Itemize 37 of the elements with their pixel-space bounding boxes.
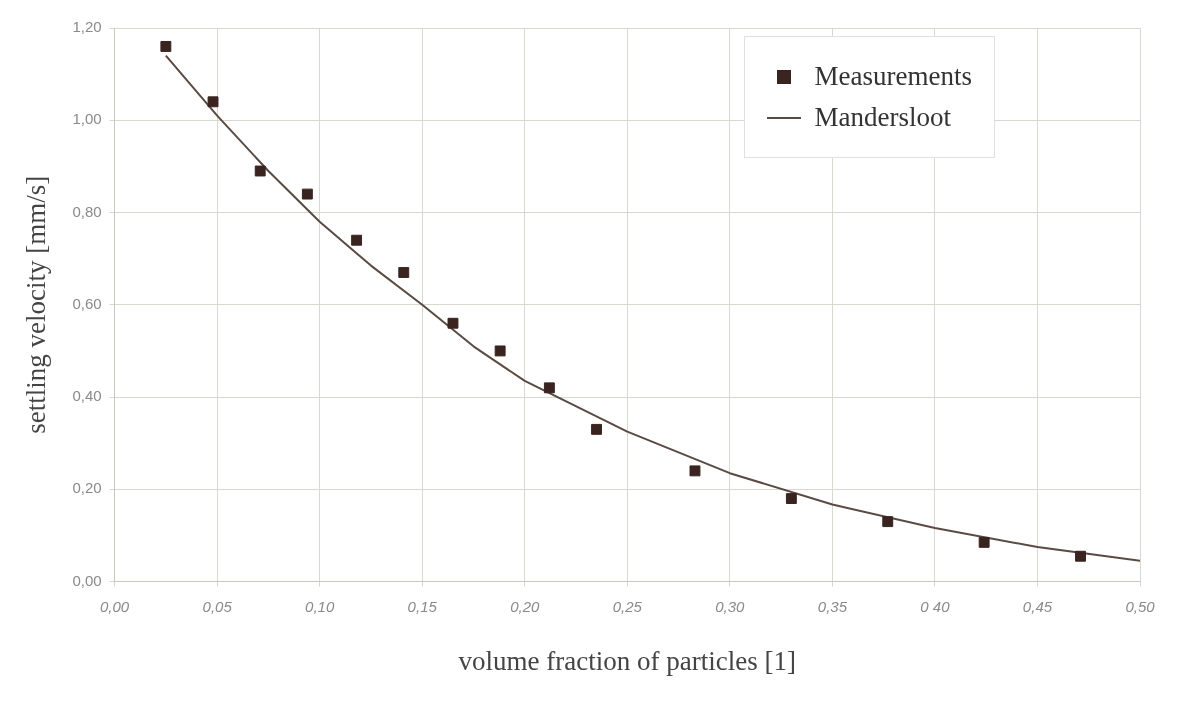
- y-tick-label: 1,20: [72, 18, 102, 36]
- x-tick-label: 0,45: [1022, 597, 1053, 615]
- point: [689, 465, 701, 477]
- x-tick-label: 0,35: [817, 597, 848, 615]
- y-axis-title: settling velocity [mm/s]: [21, 175, 52, 434]
- x-tick-label: 0,15: [407, 597, 438, 615]
- y-tick-label: 0,80: [72, 202, 102, 220]
- point: [301, 188, 313, 200]
- point: [398, 267, 410, 278]
- point: [447, 317, 459, 329]
- x-tick-label: 0 40: [920, 597, 951, 615]
- x-tick-label: 0,20: [510, 597, 541, 615]
- x-tick-label: 0,25: [612, 597, 643, 615]
- point: [351, 234, 363, 246]
- legend-label: Mandersloot: [814, 102, 952, 133]
- x-tick-label: 0,05: [202, 597, 233, 615]
- point: [978, 536, 990, 548]
- legend-label: Measurements: [814, 61, 972, 92]
- x-tick-label: 0,30: [715, 597, 746, 615]
- y-tick-label: 0,60: [72, 294, 102, 312]
- y-tick-label: 1,00: [72, 110, 102, 128]
- point: [494, 345, 506, 357]
- point: [254, 165, 266, 177]
- point: [785, 493, 797, 505]
- point: [160, 41, 172, 52]
- y-tick-label: 0,00: [72, 571, 102, 589]
- point: [591, 423, 602, 435]
- y-tick-label: 0,40: [72, 387, 102, 405]
- x-tick-label: 0,50: [1125, 597, 1156, 615]
- point: [207, 96, 219, 108]
- x-axis-title: volume fraction of particles [1]: [458, 645, 796, 676]
- point: [882, 516, 894, 528]
- y-tick-label: 0,20: [72, 479, 102, 497]
- x-tick-label: 0,00: [99, 597, 130, 615]
- point: [1075, 550, 1086, 562]
- x-tick-label: 0,10: [305, 597, 335, 615]
- point: [543, 382, 555, 394]
